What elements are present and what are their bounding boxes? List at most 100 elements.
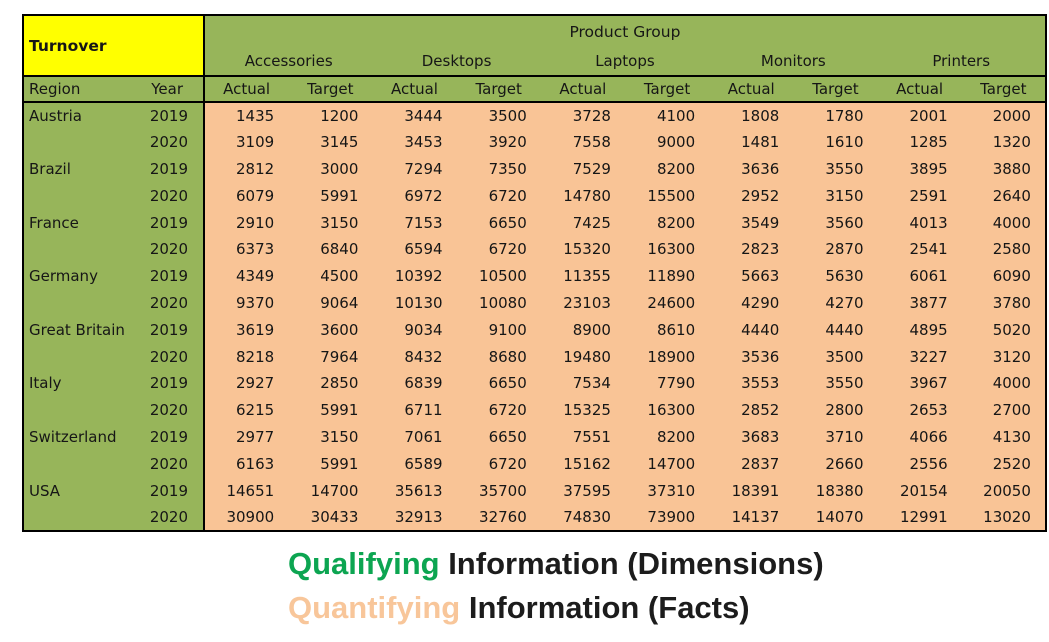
value-cell: 35613 <box>372 477 457 504</box>
value-cell: 4440 <box>709 316 794 344</box>
caption-dimensions: Qualifying Information (Dimensions) <box>288 542 824 586</box>
value-cell: 6972 <box>372 182 457 210</box>
value-cell: 11355 <box>540 262 625 290</box>
value-cell: 3710 <box>793 423 878 451</box>
value-cell: 8200 <box>624 155 710 183</box>
value-cell: 3780 <box>961 289 1046 317</box>
value-cell: 1780 <box>793 102 878 129</box>
table-row: 2020 30900 30433 32913 32760 74830 73900 14137 1… <box>23 503 1046 531</box>
table-row: 2020 9370 9064 10130 10080 23103 24600 4290 4270… <box>23 289 1046 317</box>
value-cell: 2640 <box>961 182 1046 210</box>
table-row: Brazil 2019 2812 3000 7294 7350 7529 8200 3636 35… <box>23 155 1046 183</box>
value-cell: 18380 <box>793 477 878 504</box>
value-cell: 4895 <box>877 316 962 344</box>
value-cell: 4290 <box>709 289 794 317</box>
value-cell: 9000 <box>624 128 710 156</box>
year-cell: 2019 <box>126 477 204 504</box>
value-cell: 5663 <box>709 262 794 290</box>
value-cell: 9100 <box>456 316 541 344</box>
table-row: 2020 6163 5991 6589 6720 15162 14700 2837 2660 25… <box>23 450 1046 478</box>
caption-facts-highlight: Quantifying <box>288 590 461 625</box>
value-cell: 3150 <box>288 209 373 236</box>
value-cell: 1320 <box>961 128 1046 156</box>
group-header-accessories: Accessories <box>202 47 373 77</box>
value-cell: 6589 <box>372 450 457 478</box>
year-cell: 2020 <box>126 396 204 424</box>
value-cell: 5991 <box>288 450 373 478</box>
value-cell: 1285 <box>877 128 962 156</box>
value-cell: 2541 <box>877 235 962 263</box>
value-cell: 2837 <box>709 450 794 478</box>
value-cell: 3150 <box>793 182 878 210</box>
value-cell: 2000 <box>961 102 1046 129</box>
value-cell: 4349 <box>202 262 289 290</box>
value-cell: 3453 <box>372 128 457 156</box>
value-cell: 3150 <box>288 423 373 451</box>
value-cell: 2850 <box>288 369 373 397</box>
value-cell: 14070 <box>793 503 878 531</box>
value-cell: 6650 <box>456 423 541 451</box>
value-cell: 2927 <box>202 369 289 397</box>
value-cell: 7529 <box>540 155 625 183</box>
table-row: 2020 3109 3145 3453 3920 7558 9000 1481 1610 1285… <box>23 128 1046 156</box>
value-cell: 1808 <box>709 102 794 129</box>
value-cell: 3728 <box>540 102 625 129</box>
value-cell: 15162 <box>540 450 625 478</box>
value-cell: 7551 <box>540 423 625 451</box>
value-cell: 3000 <box>288 155 373 183</box>
value-cell: 2700 <box>961 396 1046 424</box>
actual-column-header: Actual <box>372 76 457 103</box>
value-cell: 6163 <box>202 450 289 478</box>
value-cell: 2580 <box>961 235 1046 263</box>
value-cell: 2556 <box>877 450 962 478</box>
table-row: 2020 6373 6840 6594 6720 15320 16300 2823 2870 25… <box>23 235 1046 263</box>
value-cell: 7534 <box>540 369 625 397</box>
value-cell: 1481 <box>709 128 794 156</box>
actual-column-header: Actual <box>202 76 289 103</box>
value-cell: 14700 <box>624 450 710 478</box>
caption-block: Qualifying Information (Dimensions) Quan… <box>288 542 824 630</box>
value-cell: 5991 <box>288 182 373 210</box>
value-cell: 19480 <box>540 343 625 370</box>
value-cell: 7350 <box>456 155 541 183</box>
value-cell: 30433 <box>288 503 373 531</box>
value-cell: 2660 <box>793 450 878 478</box>
actual-column-header: Actual <box>877 76 962 103</box>
value-cell: 2520 <box>961 450 1046 478</box>
region-cell: Brazil <box>23 155 126 183</box>
value-cell: 7964 <box>288 343 373 370</box>
value-cell: 6650 <box>456 209 541 236</box>
table-row: 2020 6079 5991 6972 6720 14780 15500 2952 3150 25… <box>23 182 1046 210</box>
value-cell: 11890 <box>624 262 710 290</box>
value-cell: 3227 <box>877 343 962 370</box>
value-cell: 2910 <box>202 209 289 236</box>
region-cell <box>23 235 126 263</box>
caption-facts-rest: Information (Facts) <box>460 590 750 625</box>
value-cell: 6840 <box>288 235 373 263</box>
region-cell <box>23 182 126 210</box>
value-cell: 2812 <box>202 155 289 183</box>
value-cell: 3145 <box>288 128 373 156</box>
value-cell: 3553 <box>709 369 794 397</box>
value-cell: 6079 <box>202 182 289 210</box>
value-cell: 3109 <box>202 128 289 156</box>
region-cell <box>23 289 126 317</box>
region-cell <box>23 450 126 478</box>
year-cell: 2019 <box>126 262 204 290</box>
value-cell: 10130 <box>372 289 457 317</box>
value-cell: 10392 <box>372 262 457 290</box>
value-cell: 32913 <box>372 503 457 531</box>
value-cell: 2001 <box>877 102 962 129</box>
table-body: Austria 2019 1435 1200 3444 3500 3728 4100 1808 1… <box>23 102 1046 531</box>
value-cell: 6711 <box>372 396 457 424</box>
value-cell: 2653 <box>877 396 962 424</box>
value-cell: 18391 <box>709 477 794 504</box>
value-cell: 7790 <box>624 369 710 397</box>
region-cell <box>23 503 126 531</box>
target-column-header: Target <box>793 76 878 103</box>
table-row: Great Britain 2019 3619 3600 9034 9100 8900 861… <box>23 316 1046 344</box>
year-cell: 2019 <box>126 209 204 236</box>
caption-facts: Quantifying Information (Facts) <box>288 586 824 630</box>
value-cell: 2870 <box>793 235 878 263</box>
value-cell: 4066 <box>877 423 962 451</box>
